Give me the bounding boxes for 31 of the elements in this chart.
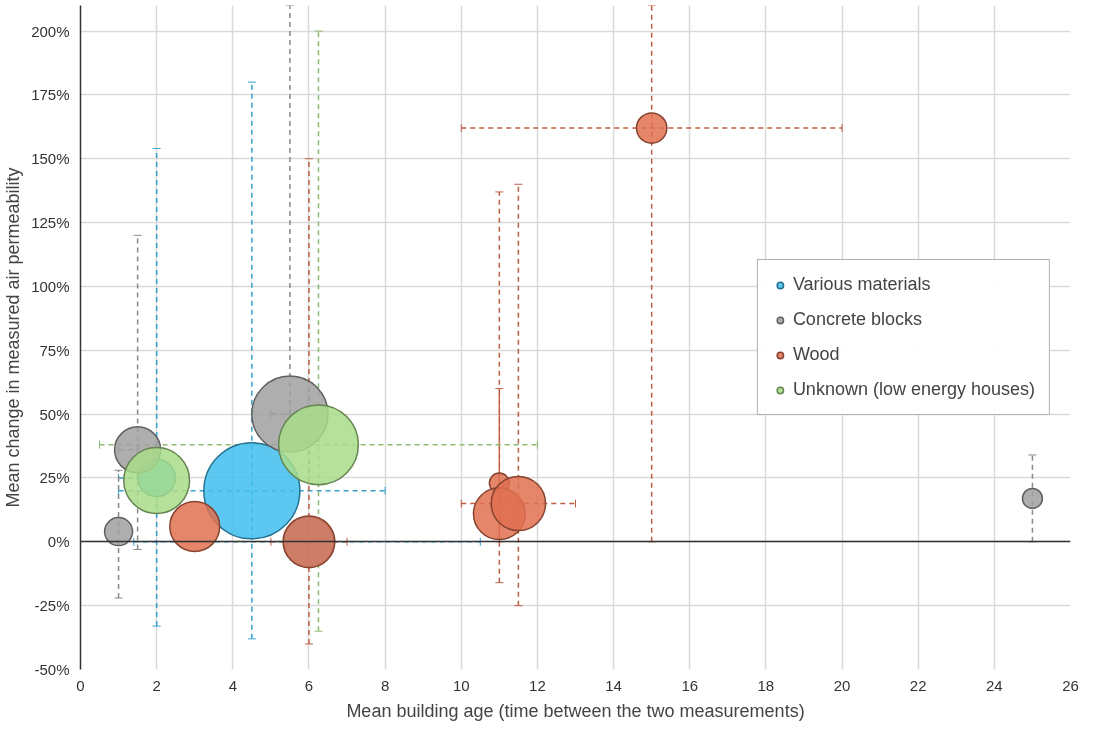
y-tick-label: 200% <box>31 22 70 40</box>
y-tick-label: 75% <box>39 341 70 359</box>
x-tick-label: 10 <box>452 676 470 694</box>
y-tick-label: 150% <box>31 150 70 168</box>
y-tick-label: 25% <box>39 469 70 487</box>
x-tick-label: 18 <box>757 676 775 694</box>
x-tick-label: 22 <box>909 676 927 694</box>
x-tick-label: 16 <box>681 676 699 694</box>
legend-label: Wood <box>792 344 840 365</box>
x-tick-label: 20 <box>833 676 851 694</box>
x-tick-label: 4 <box>228 676 237 694</box>
x-tick-label: 6 <box>304 676 314 694</box>
x-tick-label: 8 <box>380 676 390 694</box>
x-tick-label: 2 <box>152 676 161 694</box>
y-tick-label: 0% <box>47 533 70 551</box>
x-tick-label: 0 <box>76 676 85 694</box>
y-tick-label: -50% <box>34 661 70 678</box>
x-tick-label: 26 <box>1062 676 1079 694</box>
y-tick-label: 50% <box>39 405 70 423</box>
y-tick-label: 100% <box>31 277 70 295</box>
legend-label: Unknown (low energy houses) <box>792 379 1035 400</box>
y-tick-label: -25% <box>34 597 70 615</box>
y-axis-title: Mean change in measured air permeability <box>3 167 24 508</box>
x-axis-title: Mean building age (time between the two measurements) <box>346 700 805 721</box>
y-tick-label: 175% <box>31 86 70 104</box>
x-tick-label: 14 <box>605 676 622 694</box>
y-tick-label: 125% <box>31 214 70 232</box>
x-tick-label: 24 <box>986 676 1003 694</box>
legend-label: Concrete blocks <box>792 309 922 330</box>
x-tick-label: 12 <box>529 676 546 694</box>
legend-label: Various materials <box>792 274 931 295</box>
